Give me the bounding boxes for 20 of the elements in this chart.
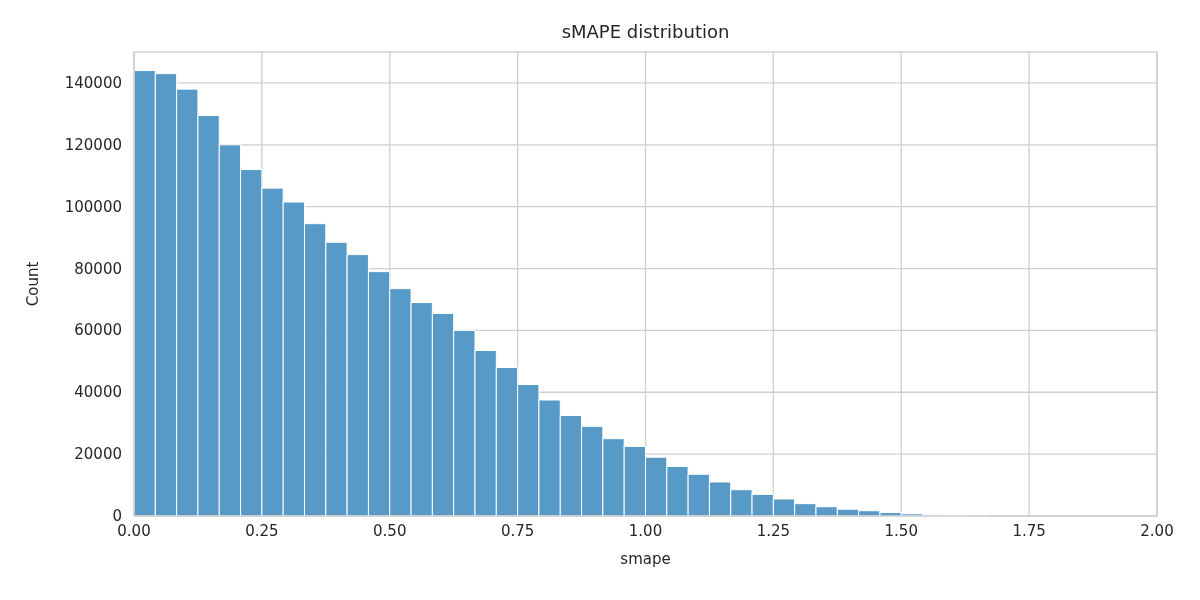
y-tick-label: 40000: [74, 383, 122, 402]
y-tick-label: 0: [112, 507, 122, 525]
x-tick-label: 0.75: [500, 522, 535, 540]
y-tick-label: 120000: [64, 135, 122, 154]
x-axis-title: smape: [620, 550, 671, 568]
x-tick-label: 1.25: [756, 522, 791, 540]
y-tick-label: 80000: [74, 259, 122, 278]
y-axis-title: Count: [24, 261, 42, 307]
x-tick-label: 0.50: [373, 522, 407, 540]
x-tick-label: 0.25: [245, 522, 279, 540]
y-tick-label: 140000: [64, 73, 122, 92]
x-tick-label: 2.00: [1140, 522, 1174, 540]
x-tick-label: 1.00: [628, 522, 663, 540]
x-tick-label: 1.50: [884, 522, 918, 540]
x-tick-label: 1.75: [1012, 522, 1046, 540]
chart-title: sMAPE distribution: [561, 21, 730, 42]
y-tick-label: 60000: [74, 321, 122, 340]
y-tick-label: 20000: [74, 445, 122, 464]
y-tick-label: 100000: [64, 197, 122, 216]
x-tick-label: 0.00: [117, 522, 151, 540]
